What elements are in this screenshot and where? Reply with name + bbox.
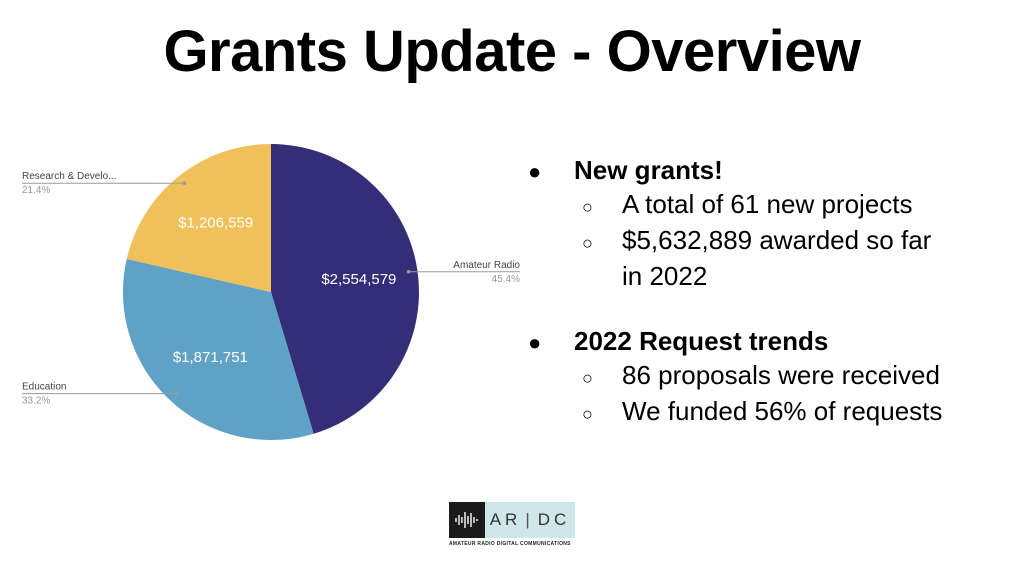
slice-percent-label: 21.4%: [22, 185, 50, 196]
sub-bullet-text: We funded 56% of requests: [622, 396, 943, 426]
bullet-heading-text: 2022 Request trends: [574, 326, 829, 356]
leader-dot: [406, 269, 411, 274]
logo-wordmark: AR | DC: [485, 502, 575, 538]
waveform-icon: [449, 502, 485, 538]
bullet-dot: ●: [528, 330, 542, 355]
slide-title: Grants Update - Overview: [163, 19, 861, 84]
slice-name-label: Research & Develo...: [22, 171, 117, 182]
sub-bullet-circle: ○: [582, 404, 593, 424]
bullet-dot: ●: [528, 159, 542, 184]
bullet-list: ● New grants! ○ A total of 61 new projec…: [528, 155, 1008, 431]
sub-bullet: ○ A total of 61 new projects: [582, 188, 1008, 224]
slice-percent-label: 45.4%: [492, 274, 520, 285]
slice-value-label: $1,871,751: [173, 349, 248, 366]
pie-chart: $2,554,579 Amateur Radio 45.4% $1,871,751 Ed…: [22, 144, 520, 440]
slice-percent-label: 33.2%: [22, 396, 50, 407]
sub-bullet: ○ $5,632,889 awarded so far: [582, 224, 1008, 260]
sub-bullet-circle: ○: [582, 368, 593, 388]
leader-dot: [174, 391, 178, 396]
slice-value-label: $1,206,559: [178, 215, 253, 232]
slice-name-label: Education: [22, 382, 66, 393]
bullet-heading-text: New grants!: [574, 155, 723, 185]
sub-bullet-text: A total of 61 new projects: [622, 189, 913, 219]
sub-bullet-circle: ○: [582, 197, 593, 217]
sub-bullet-text: $5,632,889 awarded so far: [622, 225, 932, 255]
ardc-logo: AR | DC AMATEUR RADIO DIGITAL COMMUNICAT…: [449, 502, 577, 550]
sub-bullet-text: in 2022: [622, 261, 708, 291]
bullet-heading-new-grants: ● New grants!: [528, 155, 1008, 186]
sub-bullet-continuation: in 2022: [582, 260, 1008, 293]
sub-bullet: ○ We funded 56% of requests: [582, 395, 1008, 431]
sub-bullet: ○ 86 proposals were received: [582, 359, 1008, 395]
slice-value-label: $2,554,579: [321, 271, 396, 288]
bullet-heading-request-trends: ● 2022 Request trends: [528, 326, 1008, 357]
slice-name-label: Amateur Radio: [453, 260, 520, 271]
sub-bullet-circle: ○: [582, 233, 593, 253]
logo-subtitle: AMATEUR RADIO DIGITAL COMMUNICATIONS: [449, 541, 571, 547]
pie-slice-2: [126, 144, 271, 292]
sub-bullet-text: 86 proposals were received: [622, 360, 940, 390]
leader-dot: [182, 181, 187, 186]
pie-slice-0: [271, 144, 420, 434]
pie-slice-1: [122, 258, 314, 440]
